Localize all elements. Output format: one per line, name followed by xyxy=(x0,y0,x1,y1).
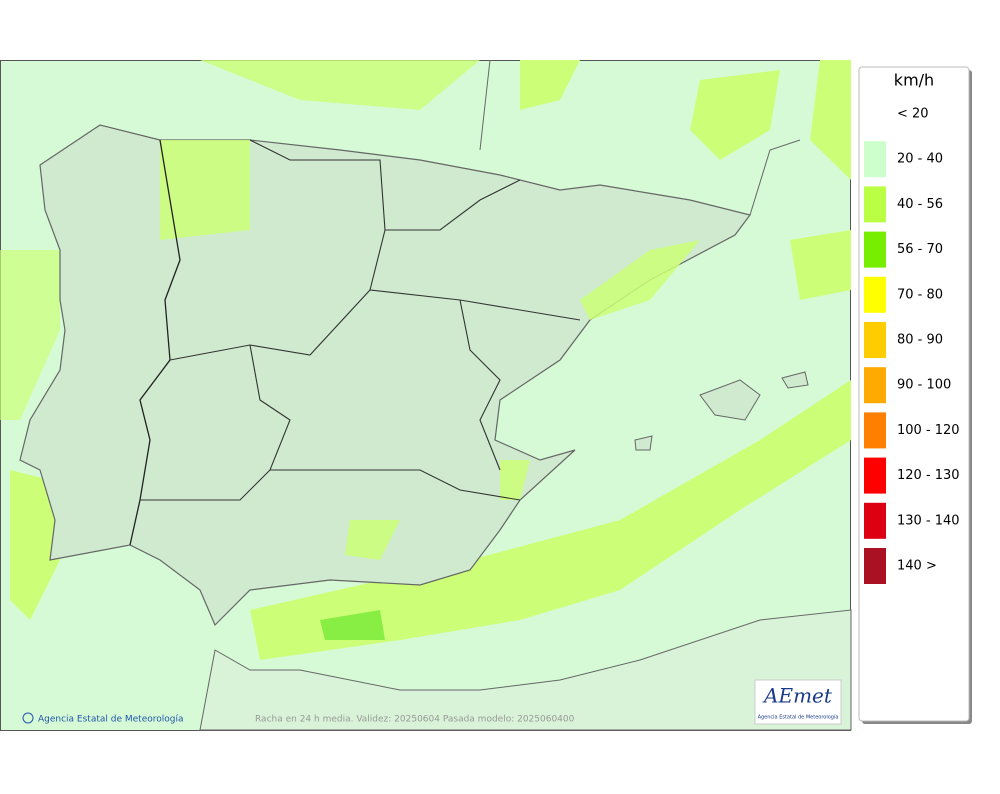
border xyxy=(140,139,581,501)
legend-box xyxy=(858,66,970,722)
wind-zone xyxy=(10,470,60,620)
legend-swatch xyxy=(864,186,886,223)
wind-zone xyxy=(790,230,851,300)
legend-swatch xyxy=(864,367,886,404)
logo-subtitle: Agencia Estatal de Meteorología xyxy=(758,714,839,721)
legend-swatch xyxy=(864,141,886,178)
legend-label: 20 - 40 xyxy=(897,152,943,167)
coast xyxy=(479,59,801,216)
logo: AEmet xyxy=(762,684,833,708)
credit: Agencia Estatal de Meteorología xyxy=(38,715,184,725)
africa xyxy=(199,609,852,731)
legend-swatch xyxy=(864,548,886,584)
wind-zone xyxy=(690,70,780,160)
legend-swatch xyxy=(864,276,886,313)
legend-swatch xyxy=(864,231,886,268)
legend-swatch xyxy=(864,502,886,539)
wind-zone xyxy=(810,60,851,180)
wind-zone xyxy=(160,140,700,560)
legend-label: 120 - 130 xyxy=(897,468,960,483)
logo-box xyxy=(754,679,842,725)
wind-zone xyxy=(250,380,851,660)
legend-label: 56 - 70 xyxy=(897,242,943,257)
caption: Racha en 24 h media. Validez: 20250604 P… xyxy=(255,715,575,725)
balearic-islands xyxy=(634,371,809,451)
wind-zone xyxy=(30,60,480,110)
wind-zone xyxy=(320,610,385,640)
legend-label: 100 - 120 xyxy=(897,423,960,438)
wind-zone xyxy=(520,60,580,110)
legend-swatch xyxy=(864,457,886,494)
legend: km/h < 20 20 - 40 40 - 56 56 - 70 70 - 80 80 … xyxy=(858,66,972,724)
legend-label: 130 - 140 xyxy=(897,513,960,528)
copyright-icon xyxy=(22,712,34,724)
map: Agencia Estatal de Meteorología Racha en… xyxy=(0,59,852,731)
legend-label: 90 - 100 xyxy=(897,378,951,393)
wind-zone xyxy=(0,250,60,420)
legend-swatch xyxy=(864,412,886,449)
legend-label: 140 > xyxy=(897,559,937,574)
legend-label: 70 - 80 xyxy=(897,287,943,302)
legend-swatch xyxy=(864,322,886,358)
legend-label: 40 - 56 xyxy=(897,197,943,212)
legend-label: < 20 xyxy=(897,107,929,122)
legend-title: km/h xyxy=(894,71,934,90)
legend-label: 80 - 90 xyxy=(897,333,943,348)
